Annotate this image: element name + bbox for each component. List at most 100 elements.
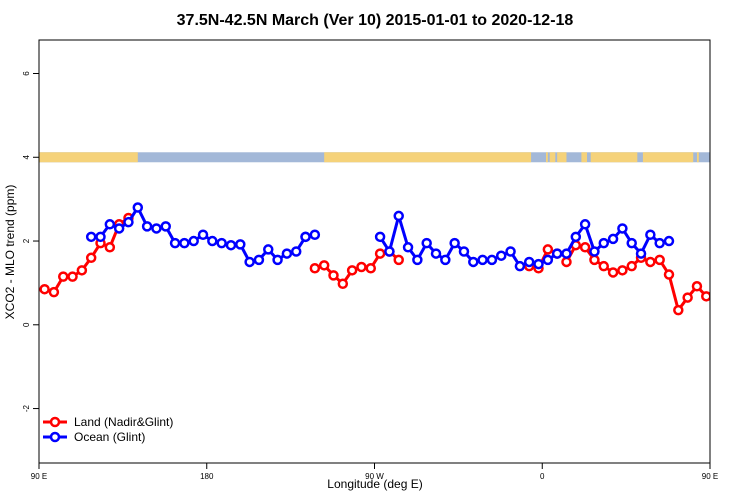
y-tick-label: 4	[22, 154, 31, 159]
land-data-point	[39, 283, 50, 295]
y-axis-label: XCO2 - MLO trend (ppm)	[3, 185, 17, 320]
ocean-data-point	[617, 223, 628, 234]
ocean-data-point	[486, 254, 498, 266]
ocean-data-point	[113, 223, 125, 234]
x-axis-label: Longitude (deg E)	[327, 477, 422, 491]
land-data-point	[67, 271, 78, 282]
ocean-data-point	[579, 219, 591, 230]
land-data-point	[701, 291, 710, 302]
land-strip-segment	[39, 152, 138, 163]
ocean-data-point	[290, 246, 302, 257]
ocean-data-point	[412, 254, 423, 266]
ocean-data-point	[663, 235, 675, 247]
y-tick-label: 0	[22, 322, 31, 327]
y-tick-label: -2	[22, 404, 31, 412]
land-strip-segment	[696, 152, 699, 163]
ocean-data-point	[505, 246, 516, 257]
ocean-data-point	[654, 237, 665, 249]
y-axis: -2 0 2 4 6	[22, 71, 39, 412]
ocean-data-point	[402, 242, 414, 253]
land-data-point	[654, 254, 665, 266]
y-tick-label: 6	[22, 71, 31, 76]
ocean-data-point	[123, 216, 134, 228]
land-strip-segment	[549, 152, 556, 163]
ocean-data-point	[225, 239, 237, 251]
x-tick-label: 180	[200, 472, 214, 481]
land-data-point	[673, 304, 684, 316]
land-data-point	[374, 248, 386, 259]
x-tick-label: 90 W	[365, 472, 384, 481]
x-axis: 90 E 180 90 W 0 90 E	[31, 463, 718, 481]
land-data-point	[645, 256, 656, 268]
ocean-data-point	[281, 248, 293, 259]
ocean-data-point	[235, 239, 246, 250]
land-data-point	[309, 263, 321, 274]
ocean-data-point	[607, 233, 619, 245]
chart-title: 37.5N-42.5N March (Ver 10) 2015-01-01 to…	[177, 12, 574, 29]
ocean-data-point	[598, 237, 610, 249]
land-data-point	[328, 270, 339, 281]
x-tick-label: 90 E	[702, 472, 718, 481]
ocean-data-point	[197, 229, 209, 240]
ocean-data-point	[421, 237, 432, 249]
ocean-data-point	[263, 244, 274, 255]
ocean-data-point	[533, 258, 544, 270]
land-data-point	[682, 292, 693, 303]
ocean-data-point	[188, 235, 199, 247]
ocean-data-point	[384, 246, 395, 257]
land-data-point	[561, 256, 572, 268]
land-series-line	[44, 216, 130, 294]
x-tick-label: 0	[540, 472, 545, 481]
ocean-data-point	[300, 231, 311, 243]
ocean-data-point	[570, 231, 582, 243]
ocean-data-point	[514, 260, 526, 272]
ocean-data-point	[645, 229, 656, 240]
ocean-data-point	[374, 231, 386, 243]
ocean-data-point	[430, 248, 442, 259]
land-data-point	[607, 267, 619, 278]
land-data-point	[589, 254, 600, 266]
land-data-point	[337, 278, 349, 289]
ocean-data-point	[495, 250, 507, 261]
land-data-point	[579, 242, 591, 253]
land-strip-segment	[557, 152, 567, 163]
ocean-data-point	[542, 254, 554, 266]
ocean-legend-marker	[49, 431, 61, 443]
land-data-point	[542, 244, 554, 255]
ocean-data-point	[141, 221, 153, 232]
land-legend-label: Land (Nadir&Glint)	[74, 415, 173, 429]
land-data-point	[365, 263, 377, 274]
land-data-point	[663, 269, 675, 280]
ocean-data-point	[207, 235, 218, 247]
ocean-data-point	[626, 237, 637, 249]
land-strip-segment	[324, 152, 532, 163]
ocean-data-point	[272, 254, 283, 266]
land-data-point	[617, 265, 628, 276]
ocean-data-point	[104, 219, 116, 230]
land-legend-marker	[49, 416, 61, 428]
ocean-data-point	[440, 254, 451, 266]
ocean-data-point	[393, 210, 404, 222]
land-data-point	[318, 260, 330, 271]
land-strip-segment	[642, 152, 694, 163]
ocean-data-point	[468, 256, 479, 268]
land-data-point	[691, 281, 703, 292]
land-strip-segment	[590, 152, 638, 163]
ocean-data-point	[244, 256, 255, 268]
plot-frame	[38, 39, 711, 464]
ocean-data-point	[253, 254, 265, 266]
x-tick-label: 90 E	[31, 472, 47, 481]
land-data-point	[76, 265, 88, 276]
ocean-data-point	[160, 221, 171, 232]
land-ocean-strip	[39, 152, 710, 163]
ocean-data-point	[169, 237, 181, 249]
series-layer	[39, 202, 710, 316]
legend: Land (Nadir&Glint)Ocean (Glint)	[43, 415, 173, 444]
land-data-point	[48, 286, 60, 298]
land-data-point	[356, 261, 367, 273]
land-data-point	[85, 252, 97, 264]
ocean-data-point	[179, 237, 190, 249]
land-data-point	[346, 265, 358, 276]
land-data-point	[393, 254, 404, 266]
